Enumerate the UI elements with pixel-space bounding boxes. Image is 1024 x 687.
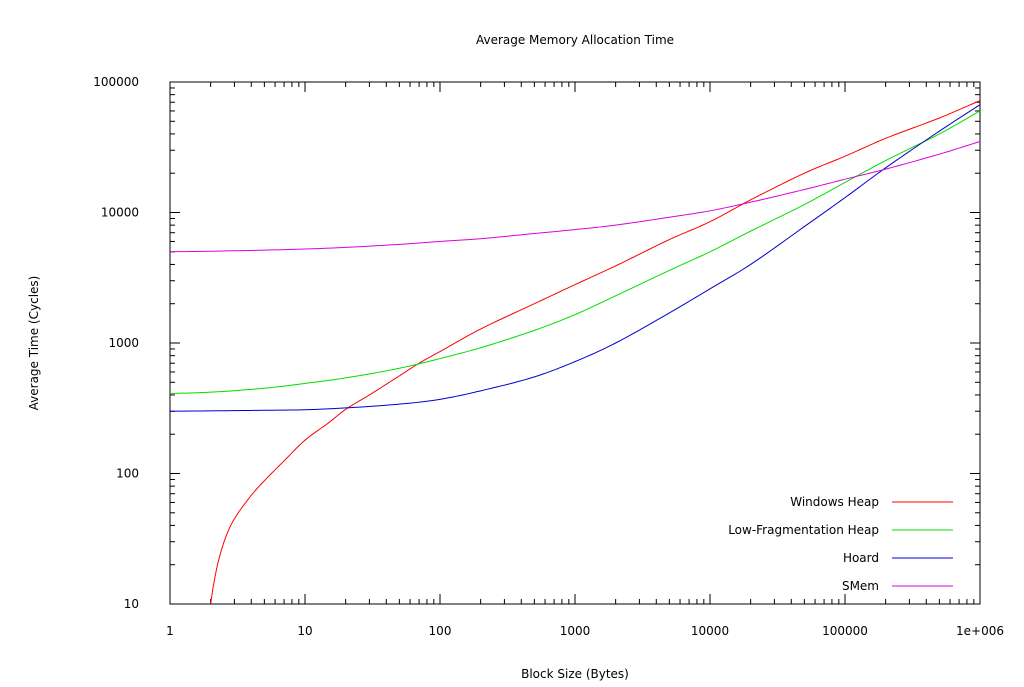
legend-label-hoard: Hoard bbox=[843, 551, 879, 565]
legend-label-smem: SMem bbox=[842, 579, 879, 593]
y-tick-label: 1000 bbox=[108, 336, 139, 350]
x-tick-label: 10000 bbox=[691, 624, 729, 638]
chart-title: Average Memory Allocation Time bbox=[476, 33, 674, 47]
x-tick-label: 1000 bbox=[560, 624, 591, 638]
x-tick-label: 1 bbox=[166, 624, 174, 638]
legend: Windows Heap Low-Fragmentation Heap Hoard S… bbox=[728, 495, 953, 593]
legend-label-windows-heap: Windows Heap bbox=[790, 495, 879, 509]
series-line-low-fragmentation-heap bbox=[169, 110, 981, 395]
series-lines bbox=[169, 100, 981, 605]
x-axis: 1 10 100 1000 10000 100000 1e+006 bbox=[166, 82, 1004, 638]
y-axis-label: Average Time (Cycles) bbox=[27, 276, 41, 411]
y-tick-label: 100000 bbox=[93, 75, 139, 89]
series-line-smem bbox=[169, 141, 981, 253]
y-tick-label: 10 bbox=[124, 597, 139, 611]
x-tick-label: 100000 bbox=[822, 624, 868, 638]
legend-label-low-fragmentation-heap: Low-Fragmentation Heap bbox=[728, 523, 879, 537]
series-line-windows-heap bbox=[210, 100, 981, 605]
x-tick-label: 10 bbox=[297, 624, 312, 638]
y-tick-label: 10000 bbox=[101, 206, 139, 220]
x-tick-label: 1e+006 bbox=[956, 624, 1004, 638]
x-axis-label: Block Size (Bytes) bbox=[521, 667, 629, 681]
series-line-hoard bbox=[169, 104, 981, 412]
y-tick-label: 100 bbox=[116, 467, 139, 481]
x-tick-label: 100 bbox=[429, 624, 452, 638]
y-axis: 10 100 1000 10000 100000 bbox=[93, 75, 980, 611]
